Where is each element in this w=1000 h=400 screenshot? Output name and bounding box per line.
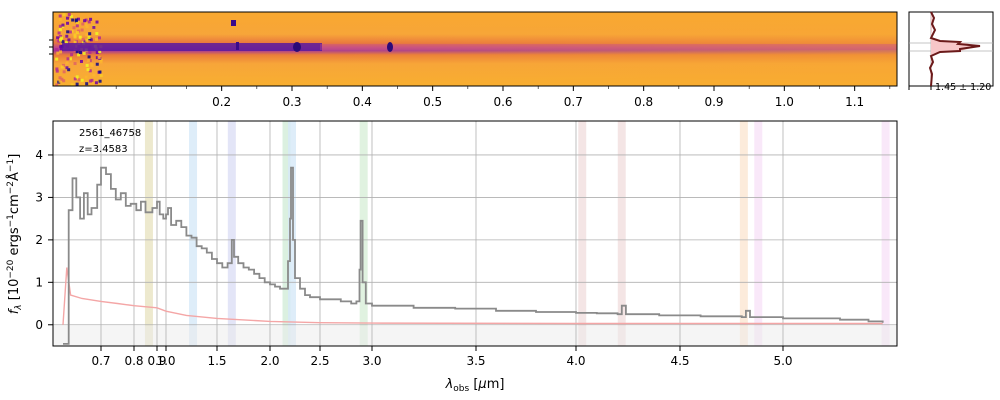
error-series-line	[62, 267, 883, 325]
strip-x-axis: 0.2 0.3 0.4 0.5 0.6 0.7 0.8 0.9 1.0 1.1	[115, 86, 891, 109]
x-tick-label: 1.0	[775, 95, 794, 109]
line-band	[754, 121, 763, 346]
x-tick-label: 4.0	[566, 354, 585, 368]
x-tick-label: 0.9	[704, 95, 723, 109]
profile-annotation: 1.45 ± 1.20	[935, 82, 991, 93]
x-tick-label: 1.5	[207, 354, 226, 368]
spatial-profile-panel: 1.45 ± 1.20	[908, 11, 994, 93]
spectrum-2d-panel: 0.2 0.3 0.4 0.5 0.6 0.7 0.8 0.9 1.0 1.1	[49, 11, 898, 109]
y-tick-label: 0	[35, 318, 43, 332]
x-tick-label: 0.6	[493, 95, 512, 109]
below-zero-shade	[53, 325, 897, 346]
line-band	[144, 121, 153, 346]
y-axis: 0 1 2 3 4	[35, 148, 53, 332]
y-tick-label: 1	[35, 275, 43, 289]
y-tick-label: 3	[35, 190, 43, 204]
x-axis-title: λobs [μm]	[445, 377, 505, 394]
y-tick-label: 2	[35, 233, 43, 247]
x-tick-label: 0.4	[353, 95, 372, 109]
spectrum-1d-panel: 0.7 0.8 0.91.0 1.5 2.0 2.5 3.0 3.5 4.0 4.5 5.0 0 1 2…	[6, 120, 898, 394]
line-band	[359, 121, 368, 346]
y-tick-label: 4	[35, 148, 43, 162]
line-band	[189, 121, 198, 346]
x-tick-label: 0.5	[423, 95, 442, 109]
line-bands	[144, 121, 890, 346]
x-tick-label: 0.3	[282, 95, 301, 109]
x-tick-label: 0.9	[147, 354, 166, 368]
object-id-label: 2561_46758	[79, 128, 141, 139]
x-axis: 0.7 0.8 0.91.0 1.5 2.0 2.5 3.0 3.5 4.0 4.5 5.0	[91, 346, 793, 368]
x-tick-label: 1.0	[156, 354, 175, 368]
x-tick-label: 4.5	[670, 354, 689, 368]
x-tick-label: 2.5	[310, 354, 329, 368]
x-tick-label: 0.7	[91, 354, 110, 368]
x-tick-label: 3.5	[466, 354, 485, 368]
redshift-label: z=3.4583	[79, 144, 128, 155]
line-band	[578, 121, 587, 346]
line-band	[881, 121, 890, 346]
x-tick-label: 5.0	[773, 354, 792, 368]
profile-fill	[930, 12, 980, 86]
line-band	[282, 121, 291, 346]
x-tick-label: 0.7	[564, 95, 583, 109]
profile-line	[928, 11, 981, 87]
x-tick-label: 1.1	[845, 95, 864, 109]
line-band	[739, 121, 748, 346]
emission-blob	[387, 42, 393, 52]
flux-series-line	[63, 166, 884, 345]
y-axis-title: fλ [10−20 ergs−1cm−2Å−1]	[6, 154, 24, 315]
line-band	[227, 121, 236, 346]
x-tick-label: 0.2	[212, 95, 231, 109]
x-tick-label: 0.8	[634, 95, 653, 109]
emission-blob	[293, 42, 301, 52]
x-tick-label: 3.0	[362, 354, 381, 368]
line-band	[617, 121, 626, 346]
line-band	[288, 121, 296, 346]
x-tick-label: 2.0	[260, 354, 279, 368]
x-tick-label: 0.8	[124, 354, 143, 368]
